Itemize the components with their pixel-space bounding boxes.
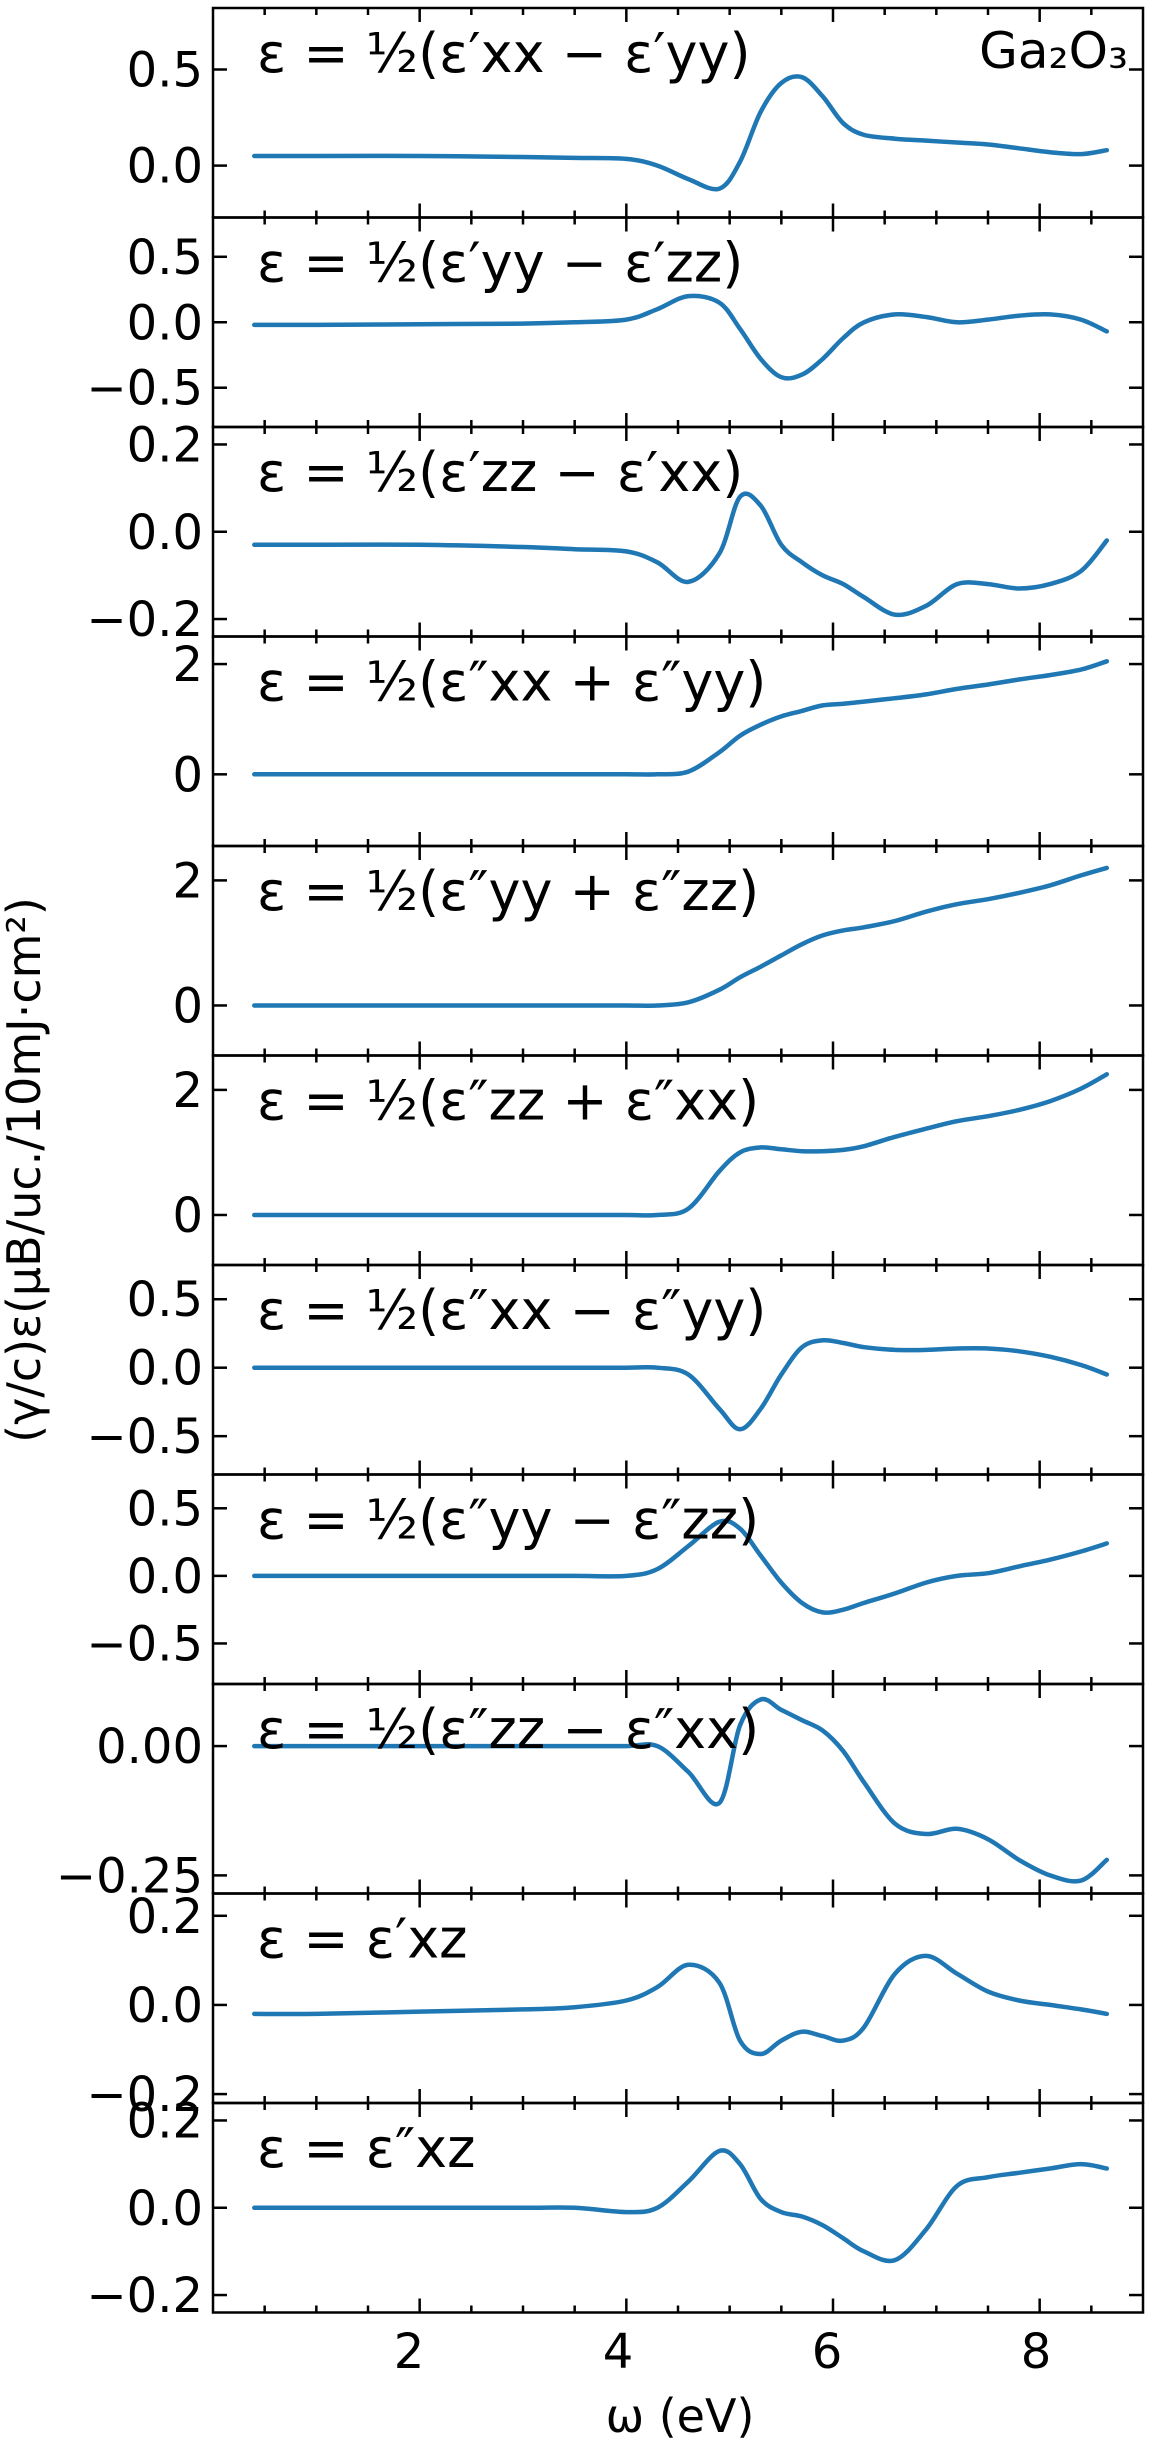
y-tick-label: 0 [172,747,203,803]
compound-label: Ga₂O₃ [979,22,1128,80]
y-tick-label: 0.2 [127,417,203,473]
y-tick-label: 0.5 [127,1272,203,1328]
series-line [252,1337,1110,1432]
y-tick-label: −0.2 [86,592,203,648]
x-tick-label: 8 [1021,2324,1052,2380]
series-line [252,1953,1110,2057]
panel-label: ε = ½(ε′zz − ε′xx) [257,441,743,504]
series-line [252,293,1110,381]
series-line [252,74,1110,192]
panel: 0.5 0.0 −0.5 ε = ½(ε″yy − ε″zz) [86,1473,1145,1686]
panel-label: ε = ½(ε′xx − ε′yy) [257,22,751,85]
series-line [252,2148,1110,2264]
y-tick-label: 0.5 [127,1481,203,1537]
y-tick-label: 2 [172,853,203,909]
panel-label: ε = ε′xz [257,1908,468,1971]
y-tick-label: 0 [172,978,203,1034]
panels-group: 0.5 0.0 ε = ½(ε′xx − ε′yy) 0.5 0.0 −0.5 ε = ½(… [56,6,1145,2324]
panel: 0.5 0.0 ε = ½(ε′xx − ε′yy) [127,6,1145,219]
series-line [252,865,1110,1008]
panel-label: ε = ½(ε″yy + ε″zz) [257,860,759,923]
panel-label: ε = ε″xz [257,2117,475,2180]
panel-label: ε = ½(ε″xx + ε″yy) [257,651,766,714]
x-tick-label: 4 [603,2324,634,2380]
y-tick-label: 0.0 [127,1549,203,1605]
y-tick-label: −0.2 [86,2067,203,2123]
panel: 2 0 ε = ½(ε″xx + ε″yy) [172,635,1145,848]
series-line [252,491,1110,618]
series-line [252,1518,1110,1615]
y-tick-label: 0.00 [96,1719,203,1775]
x-tick-label: 2 [394,2324,425,2380]
y-tick-label: 0.2 [127,2093,203,2149]
y-tick-label: −0.2 [86,2268,203,2324]
panel: 0.5 0.0 −0.5 ε = ½(ε′yy − ε′zz) [86,216,1145,429]
shared-x-axis: 2 4 6 8 ω (eV) [394,2324,1052,2441]
panel-label: ε = ½(ε′yy − ε′zz) [257,232,743,295]
y-tick-label: 0.0 [127,1341,203,1397]
y-tick-label: 0.0 [127,139,203,195]
y-tick-label: 0.5 [127,230,203,286]
y-axis-title: (γ/c)ε(μB/uc./10mJ·cm²) [0,897,51,1443]
series-line [252,1072,1110,1218]
y-tick-label: 0 [172,1188,203,1244]
y-tick-label: 0.0 [127,2181,203,2237]
panel: 0.2 0.0 −0.2 ε = ½(ε′zz − ε′xx) [86,417,1145,648]
panel: 0.2 0.0 −0.2 ε = ε″xz [86,2093,1145,2324]
y-tick-label: 2 [172,1063,203,1119]
panel-label: ε = ½(ε″xx − ε″yy) [257,1279,766,1342]
x-axis-title: ω (eV) [606,2389,755,2441]
panel: 0.5 0.0 −0.5 ε = ½(ε″xx − ε″yy) [86,1263,1145,1476]
y-tick-label: −0.5 [86,361,203,417]
y-tick-label: 0.0 [127,505,203,561]
panel-label: ε = ½(ε″zz + ε″xx) [257,1070,759,1133]
panel: 2 0 ε = ½(ε″yy + ε″zz) [172,844,1145,1057]
y-tick-label: −0.25 [56,1848,203,1904]
panel-label: ε = ½(ε″yy − ε″zz) [257,1489,759,1552]
panel: 2 0 ε = ½(ε″zz + ε″xx) [172,1054,1145,1267]
series-line [252,659,1110,777]
y-tick-label: 0.0 [127,1978,203,2034]
y-tick-label: 2 [172,637,203,693]
panel: 0.2 0.0 −0.2 ε = ε′xz [86,1889,1145,2123]
y-tick-label: 0.0 [127,295,203,351]
y-tick-label: −0.5 [86,1616,203,1672]
y-tick-label: −0.5 [86,1409,203,1465]
panel: 0.00 −0.25 ε = ½(ε″zz − ε″xx) [56,1682,1145,1904]
y-tick-label: 0.2 [127,1889,203,1945]
y-tick-label: 0.5 [127,43,203,99]
x-tick-label: 6 [812,2324,843,2380]
series-line [252,1696,1110,1884]
panel-label: ε = ½(ε″zz − ε″xx) [257,1698,759,1761]
